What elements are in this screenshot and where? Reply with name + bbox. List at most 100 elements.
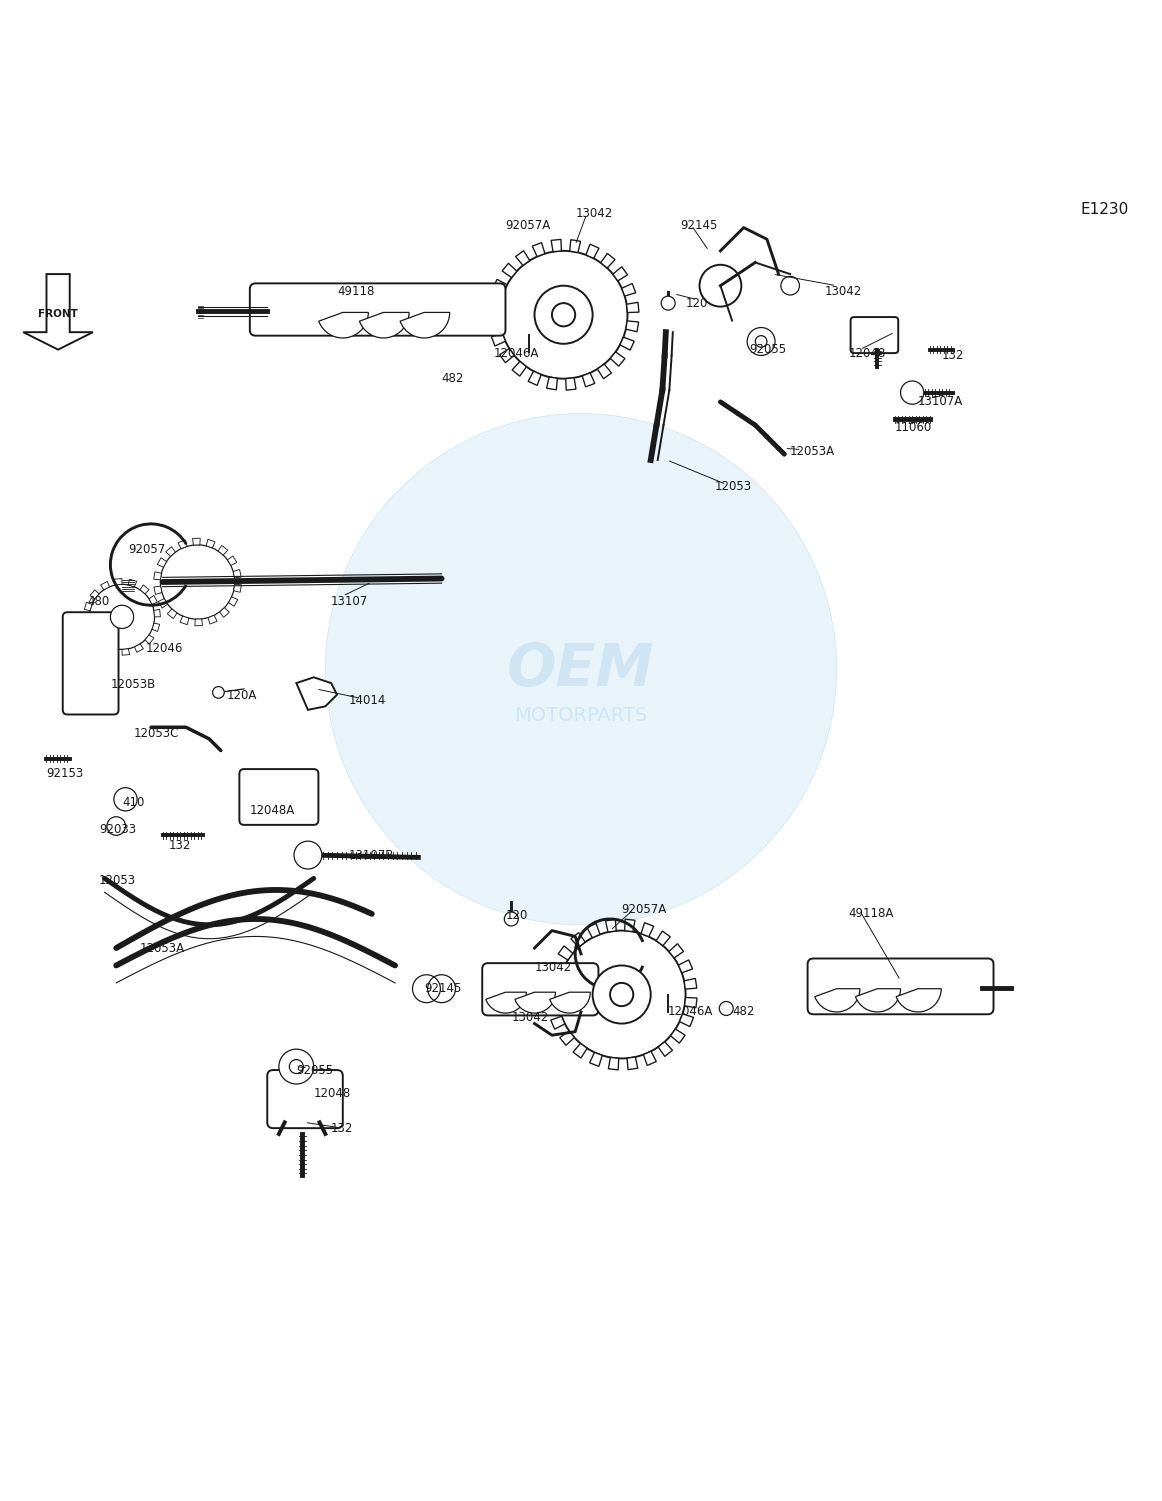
Polygon shape	[546, 1000, 559, 1010]
Text: 12053: 12053	[715, 480, 752, 494]
Polygon shape	[122, 648, 130, 656]
Text: 480: 480	[87, 596, 109, 608]
Polygon shape	[529, 371, 541, 386]
Text: 92057A: 92057A	[505, 219, 551, 231]
Text: 49118A: 49118A	[848, 907, 894, 920]
Text: 12046A: 12046A	[494, 347, 539, 360]
Text: 120: 120	[686, 297, 708, 309]
Text: 92057: 92057	[128, 543, 165, 555]
FancyBboxPatch shape	[808, 959, 994, 1015]
Wedge shape	[359, 312, 409, 338]
Polygon shape	[586, 245, 598, 258]
Text: 13107B: 13107B	[349, 848, 394, 862]
Polygon shape	[516, 251, 530, 266]
Polygon shape	[85, 602, 92, 611]
Polygon shape	[587, 923, 600, 938]
Polygon shape	[167, 609, 177, 618]
Circle shape	[325, 413, 837, 925]
Polygon shape	[625, 919, 634, 932]
Polygon shape	[193, 539, 200, 545]
Polygon shape	[128, 579, 137, 587]
Polygon shape	[234, 584, 242, 593]
Polygon shape	[569, 240, 581, 252]
Polygon shape	[657, 931, 670, 946]
Polygon shape	[493, 279, 507, 293]
Text: 12048: 12048	[314, 1087, 351, 1100]
Text: E1230: E1230	[1081, 203, 1129, 218]
Wedge shape	[855, 989, 901, 1012]
Polygon shape	[641, 923, 654, 937]
Polygon shape	[149, 596, 158, 605]
Circle shape	[110, 605, 134, 629]
Circle shape	[289, 1060, 303, 1073]
Text: 12048A: 12048A	[250, 805, 295, 818]
Text: OEM: OEM	[507, 641, 655, 698]
Text: 12053C: 12053C	[134, 726, 179, 740]
Text: 120: 120	[505, 910, 528, 922]
Text: 92055: 92055	[749, 344, 787, 356]
Polygon shape	[208, 615, 217, 624]
Polygon shape	[546, 377, 558, 390]
Polygon shape	[153, 587, 162, 594]
Text: 92033: 92033	[99, 823, 136, 836]
Polygon shape	[166, 546, 175, 557]
Text: 132: 132	[941, 348, 963, 362]
Polygon shape	[644, 1051, 657, 1066]
Circle shape	[294, 841, 322, 869]
Text: 92153: 92153	[46, 767, 84, 781]
Polygon shape	[609, 1057, 618, 1070]
Polygon shape	[153, 609, 160, 617]
Wedge shape	[896, 989, 941, 1012]
Polygon shape	[84, 617, 91, 624]
Polygon shape	[670, 1030, 686, 1043]
Polygon shape	[152, 623, 159, 632]
Polygon shape	[218, 545, 228, 555]
FancyBboxPatch shape	[482, 964, 598, 1016]
Circle shape	[535, 285, 593, 344]
Polygon shape	[234, 569, 242, 578]
Polygon shape	[488, 297, 501, 309]
Polygon shape	[621, 338, 634, 350]
Polygon shape	[502, 263, 517, 278]
Polygon shape	[492, 333, 505, 347]
Polygon shape	[145, 635, 155, 644]
Polygon shape	[669, 944, 683, 958]
Polygon shape	[135, 644, 143, 653]
Polygon shape	[101, 581, 109, 590]
Text: 120A: 120A	[227, 689, 257, 702]
Text: 12053: 12053	[99, 874, 136, 887]
FancyBboxPatch shape	[267, 1070, 343, 1129]
Polygon shape	[550, 962, 564, 976]
Wedge shape	[400, 312, 450, 338]
Polygon shape	[107, 647, 116, 654]
Text: FRONT: FRONT	[38, 309, 78, 318]
Text: 410: 410	[122, 797, 144, 809]
Circle shape	[610, 983, 633, 1006]
Text: 12053A: 12053A	[790, 446, 835, 458]
Polygon shape	[558, 946, 573, 961]
Polygon shape	[206, 539, 215, 548]
Wedge shape	[318, 312, 368, 338]
Text: 13042: 13042	[825, 285, 862, 299]
Polygon shape	[488, 317, 501, 327]
Wedge shape	[486, 992, 526, 1013]
Circle shape	[755, 336, 767, 347]
Circle shape	[719, 1001, 733, 1016]
Polygon shape	[157, 558, 166, 567]
Text: 132: 132	[168, 839, 191, 853]
Circle shape	[781, 276, 799, 296]
Polygon shape	[582, 372, 595, 387]
Polygon shape	[546, 982, 559, 992]
Polygon shape	[612, 267, 627, 281]
FancyBboxPatch shape	[63, 612, 119, 714]
Polygon shape	[114, 578, 122, 585]
Polygon shape	[229, 597, 238, 606]
Circle shape	[114, 788, 137, 811]
Polygon shape	[560, 1031, 574, 1045]
Circle shape	[213, 686, 224, 698]
Circle shape	[279, 1049, 314, 1084]
Polygon shape	[512, 362, 526, 377]
Text: 132: 132	[331, 1121, 353, 1135]
Wedge shape	[815, 989, 860, 1012]
Polygon shape	[566, 378, 576, 390]
